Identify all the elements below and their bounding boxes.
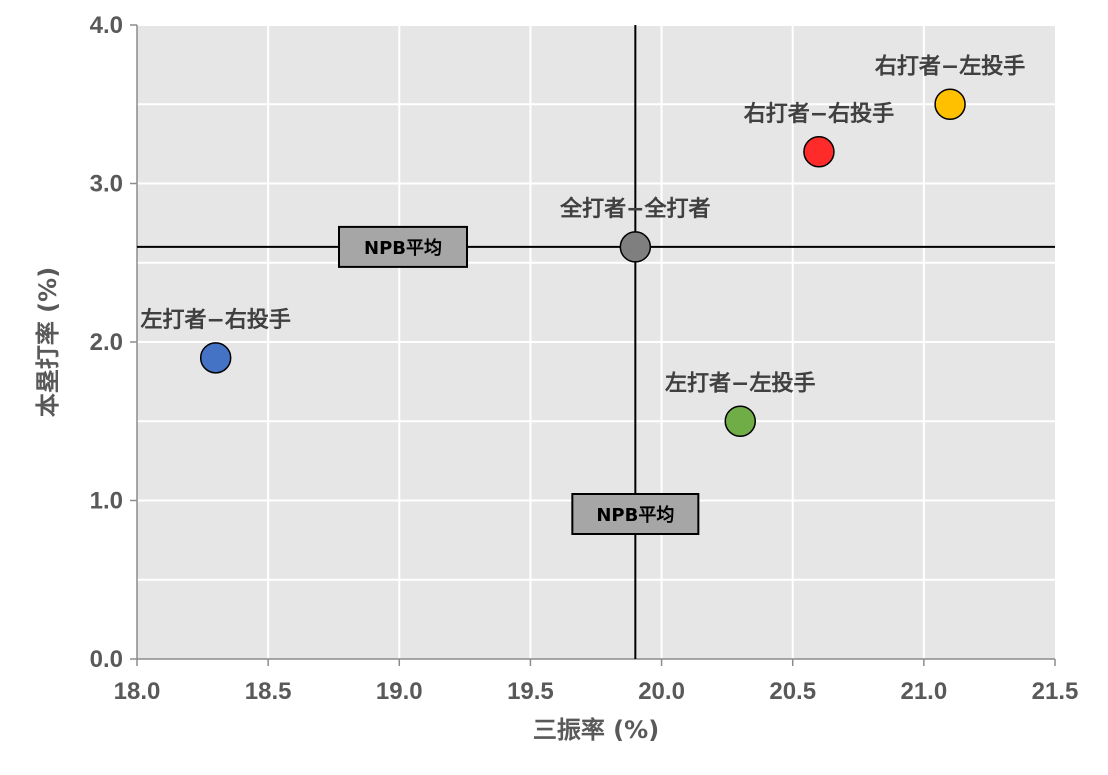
data-point-label: 左打者−右投手: [140, 307, 290, 333]
data-point: [934, 88, 966, 120]
data-point-label: 右打者−右投手: [744, 102, 894, 127]
y-tick-label: 2.0: [90, 329, 123, 356]
x-tick-label: 19.0: [376, 678, 423, 705]
data-point: [803, 136, 835, 168]
grid-lines: [137, 24, 1055, 659]
x-tick-label: 21.0: [900, 678, 947, 705]
reference-lines: NPB平均 NPB平均: [137, 25, 1055, 659]
x-tick-label: 19.5: [507, 678, 554, 705]
x-tick-labels: 18.0 18.5 19.0 19.5 20.0 20.5 21.0 21.5: [114, 678, 1079, 705]
data-point: [199, 342, 232, 374]
data-point: [724, 405, 757, 437]
data-point-label: 右打者−左投手: [875, 53, 1025, 79]
reference-label-horizontal: NPB平均: [364, 237, 442, 259]
x-tick-label: 18.5: [245, 678, 292, 705]
x-tick-label: 20.0: [638, 678, 685, 705]
reference-label-box-horizontal: [338, 225, 468, 268]
y-tick-label: 0.0: [90, 646, 123, 673]
y-tick-label: 4.0: [90, 12, 123, 39]
reference-label-vertical: NPB平均: [596, 504, 674, 526]
x-tick-label: 20.5: [769, 678, 816, 705]
data-point-label: 全打者−全打者: [559, 196, 710, 222]
y-tick-label: 3.0: [90, 171, 123, 198]
y-tick-label: 1.0: [90, 488, 123, 515]
x-tick-label: 18.0: [114, 678, 161, 705]
axes: [130, 24, 1056, 666]
reference-label-box-vertical: [571, 493, 700, 535]
x-axis-title: 三振率 (%): [533, 716, 659, 744]
y-tick-labels: 0.0 1.0 2.0 3.0 4.0: [90, 12, 123, 673]
y-axis-title: 本塁打率 (%): [34, 267, 62, 417]
data-point-label: 左打者−左投手: [665, 370, 815, 396]
x-tick-label: 21.5: [1032, 678, 1079, 705]
data-point: [619, 231, 652, 263]
